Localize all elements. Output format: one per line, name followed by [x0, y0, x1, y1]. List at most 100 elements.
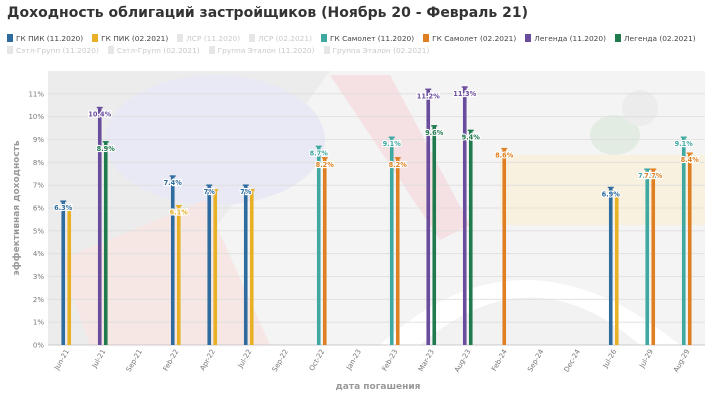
y-tick-label: 2%: [33, 296, 44, 304]
legend-label: Легенда (02.2021): [623, 34, 696, 43]
bar[interactable]: [170, 176, 175, 345]
x-tick-label: Sep-24: [526, 348, 546, 374]
y-gridlines: [48, 93, 705, 346]
legend-swatch: [177, 34, 184, 42]
data-label: 8.6%: [495, 152, 514, 160]
legend-label: ГК Самолет (02.2021): [432, 34, 517, 43]
chart-legend: ГК ПИК (11.2020) ГК ПИК (02.2021) ЛСР (11.…: [7, 33, 712, 57]
bar[interactable]: [207, 185, 212, 345]
legend-item[interactable]: ЛСР (11.2020): [177, 33, 240, 45]
bar[interactable]: [432, 125, 437, 345]
data-label: 9.1%: [675, 140, 694, 148]
data-label: 8.9%: [97, 145, 116, 153]
bar[interactable]: [97, 107, 102, 346]
data-label: 7%: [204, 188, 216, 196]
x-tick-label: Oct-22: [308, 348, 327, 372]
x-tick-label: Sep-21: [125, 348, 144, 373]
data-label: 9.4%: [462, 133, 481, 141]
data-label: 8.2%: [389, 161, 408, 169]
y-tick-label: 5%: [33, 227, 44, 235]
legend-label: Группа Эталон (11.2020): [217, 46, 315, 55]
y-tick-label: 9%: [33, 136, 44, 144]
bar[interactable]: [61, 201, 66, 345]
x-tick-label: Apr-22: [198, 348, 216, 372]
bar[interactable]: [176, 205, 181, 345]
y-tick-label: 8%: [33, 159, 44, 167]
x-tick-label: Aug-23: [453, 348, 472, 374]
legend-swatch: [614, 34, 621, 42]
data-label: 11.3%: [453, 90, 476, 98]
bar[interactable]: [681, 137, 686, 345]
x-tick-label: Feb-23: [381, 348, 400, 373]
y-tick-label: 0%: [33, 342, 44, 350]
legend-swatch: [525, 34, 532, 42]
y-tick-label: 1%: [33, 319, 44, 327]
data-label: 9.6%: [425, 129, 444, 137]
bar[interactable]: [426, 89, 431, 346]
bar[interactable]: [468, 130, 473, 345]
legend-label: ГК ПИК (11.2020): [16, 34, 84, 43]
legend-swatch: [107, 46, 114, 54]
legend-item[interactable]: Легенда (02.2021): [614, 33, 696, 45]
legend-label: Легенда (11.2020): [534, 34, 606, 43]
legend-swatch: [249, 34, 256, 42]
y-axis-title: эффективная доходность: [12, 140, 22, 275]
legend-item[interactable]: Группа Эталон (11.2020): [208, 45, 315, 57]
legend-swatch: [208, 46, 215, 54]
y-tick-label: 6%: [33, 205, 44, 213]
bar[interactable]: [322, 157, 327, 345]
x-tick-label: Jul-29: [638, 348, 655, 370]
data-label: 9.1%: [383, 140, 402, 148]
bar-marks: [60, 86, 693, 346]
bar[interactable]: [614, 194, 619, 345]
x-tick-label: Jul-21: [90, 348, 107, 370]
bar[interactable]: [316, 146, 321, 345]
x-axis-ticks: Jun-21 Jul-21 Sep-21 Feb-22 Apr-22 Jul-22 Sep-…: [52, 348, 691, 374]
data-label: 11.2%: [417, 92, 440, 100]
legend-item[interactable]: ГК Самолет (02.2021): [423, 33, 516, 45]
bar[interactable]: [213, 189, 218, 345]
data-labels: 6.3% 10.4% 8.9% 7.4% 6.1% 7% 7% 8.7% 8.2% 9.1% 8.2…: [53, 89, 700, 218]
y-tick-label: 4%: [33, 250, 44, 258]
bar[interactable]: [645, 169, 650, 345]
legend-swatch: [320, 34, 327, 42]
legend-label: ЛСР (02.2021): [258, 34, 312, 43]
legend-label: Сэтл-Групп (11.2020): [16, 46, 99, 55]
data-label: 8.7%: [310, 149, 329, 157]
bar[interactable]: [651, 169, 656, 345]
legend-label: ГК ПИК (02.2021): [101, 34, 169, 43]
x-tick-label: Mar-23: [417, 348, 436, 373]
legend-item[interactable]: Сэтл-Групп (11.2020): [7, 45, 99, 57]
y-tick-label: 3%: [33, 273, 44, 281]
bar[interactable]: [389, 137, 394, 345]
legend-swatch: [92, 34, 99, 42]
legend-item[interactable]: Сэтл-Групп (02.2021): [107, 45, 200, 57]
y-axis-ticks: 0% 1% 2% 3% 4% 5% 6% 7% 8% 9% 10% 11%: [28, 90, 44, 349]
bar[interactable]: [462, 86, 467, 345]
x-tick-label: Jun-21: [52, 348, 71, 372]
bar[interactable]: [395, 157, 400, 345]
legend-label: Сэтл-Групп (02.2021): [116, 46, 200, 55]
bar[interactable]: [687, 153, 692, 345]
legend-item[interactable]: ГК Самолет (11.2020): [320, 33, 414, 45]
legend-item[interactable]: ГК ПИК (02.2021): [92, 33, 168, 45]
bar[interactable]: [243, 185, 248, 345]
data-label: 10.4%: [88, 111, 111, 119]
x-tick-label: Dec-24: [563, 348, 583, 374]
legend-label: ЛСР (11.2020): [186, 34, 241, 43]
bar[interactable]: [608, 187, 613, 345]
legend-item[interactable]: ГК ПИК (11.2020): [7, 33, 83, 45]
legend-item[interactable]: ЛСР (02.2021): [249, 33, 312, 45]
bar[interactable]: [67, 208, 72, 345]
legend-swatch: [423, 34, 430, 42]
legend-swatch: [323, 46, 330, 54]
bar[interactable]: [103, 141, 108, 345]
x-tick-label: Jul-26: [601, 348, 619, 371]
bar[interactable]: [249, 189, 254, 345]
legend-label: Группа Эталон (02.2021): [332, 46, 430, 55]
data-label: 7.7%: [644, 172, 663, 180]
legend-item[interactable]: Группа Эталон (02.2021): [323, 45, 430, 57]
bar[interactable]: [502, 148, 507, 345]
data-label: 6.1%: [170, 209, 189, 217]
legend-item[interactable]: Легенда (11.2020): [525, 33, 606, 45]
